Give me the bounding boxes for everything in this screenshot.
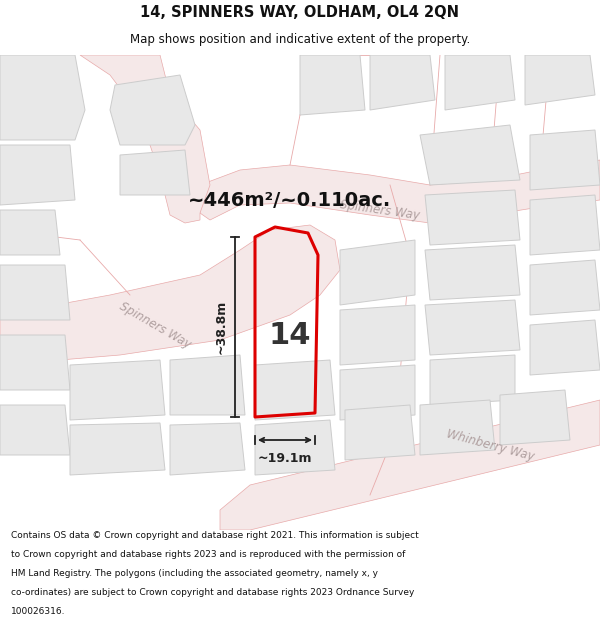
Polygon shape bbox=[0, 405, 70, 455]
Polygon shape bbox=[170, 355, 245, 415]
Polygon shape bbox=[200, 160, 600, 223]
Polygon shape bbox=[0, 145, 75, 205]
Polygon shape bbox=[500, 390, 570, 445]
Text: ~19.1m: ~19.1m bbox=[258, 451, 312, 464]
Polygon shape bbox=[110, 75, 195, 145]
Polygon shape bbox=[525, 55, 595, 105]
Polygon shape bbox=[255, 420, 335, 475]
Text: 14, SPINNERS WAY, OLDHAM, OL4 2QN: 14, SPINNERS WAY, OLDHAM, OL4 2QN bbox=[140, 4, 460, 19]
Polygon shape bbox=[300, 55, 365, 115]
Polygon shape bbox=[370, 55, 435, 110]
Polygon shape bbox=[340, 365, 415, 420]
Polygon shape bbox=[0, 335, 70, 390]
Text: Map shows position and indicative extent of the property.: Map shows position and indicative extent… bbox=[130, 33, 470, 46]
Text: 100026316.: 100026316. bbox=[11, 607, 65, 616]
Polygon shape bbox=[340, 240, 415, 305]
Text: Spinners Way: Spinners Way bbox=[339, 198, 421, 222]
Polygon shape bbox=[530, 195, 600, 255]
Polygon shape bbox=[0, 225, 340, 365]
Polygon shape bbox=[170, 423, 245, 475]
Polygon shape bbox=[255, 360, 335, 420]
Polygon shape bbox=[70, 423, 165, 475]
Text: Spinners Way: Spinners Way bbox=[117, 299, 193, 351]
Polygon shape bbox=[0, 210, 60, 255]
Polygon shape bbox=[120, 150, 190, 195]
Polygon shape bbox=[70, 360, 165, 420]
Polygon shape bbox=[425, 245, 520, 300]
Polygon shape bbox=[425, 300, 520, 355]
Polygon shape bbox=[530, 130, 600, 190]
Polygon shape bbox=[420, 400, 495, 455]
Polygon shape bbox=[0, 265, 70, 320]
Polygon shape bbox=[530, 320, 600, 375]
Text: HM Land Registry. The polygons (including the associated geometry, namely x, y: HM Land Registry. The polygons (includin… bbox=[11, 569, 378, 578]
Polygon shape bbox=[80, 55, 210, 223]
Text: ~446m²/~0.110ac.: ~446m²/~0.110ac. bbox=[188, 191, 392, 209]
Polygon shape bbox=[0, 55, 85, 140]
Text: Contains OS data © Crown copyright and database right 2021. This information is : Contains OS data © Crown copyright and d… bbox=[11, 531, 419, 540]
Polygon shape bbox=[530, 260, 600, 315]
Polygon shape bbox=[345, 405, 415, 460]
Text: ~38.8m: ~38.8m bbox=[215, 300, 227, 354]
Polygon shape bbox=[340, 305, 415, 365]
Polygon shape bbox=[420, 125, 520, 185]
Polygon shape bbox=[220, 400, 600, 530]
Text: 14: 14 bbox=[269, 321, 311, 349]
Text: Whinberry Way: Whinberry Way bbox=[445, 427, 535, 463]
Polygon shape bbox=[445, 55, 515, 110]
Polygon shape bbox=[425, 190, 520, 245]
Text: co-ordinates) are subject to Crown copyright and database rights 2023 Ordnance S: co-ordinates) are subject to Crown copyr… bbox=[11, 588, 414, 597]
Polygon shape bbox=[430, 355, 515, 405]
Text: to Crown copyright and database rights 2023 and is reproduced with the permissio: to Crown copyright and database rights 2… bbox=[11, 550, 405, 559]
